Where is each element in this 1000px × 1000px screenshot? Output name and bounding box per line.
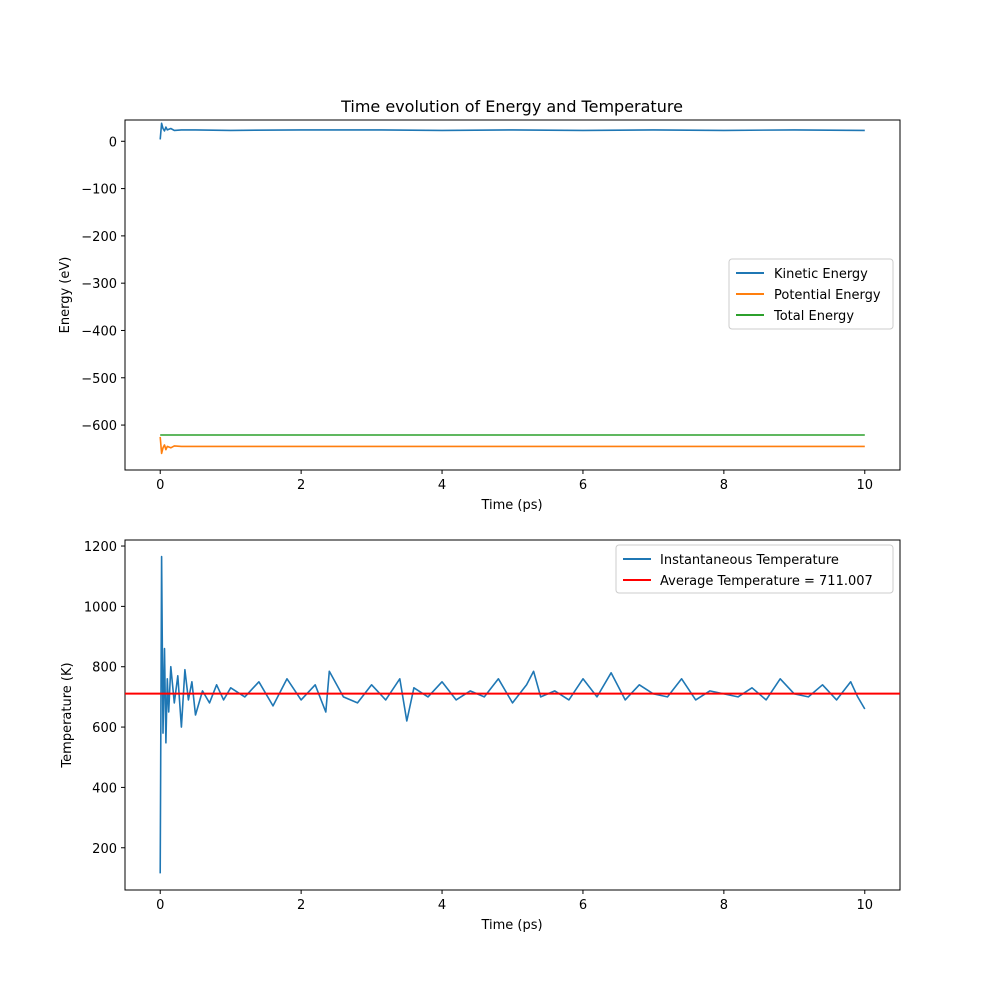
temperature-x-tick-label: 10 [856, 898, 873, 913]
temperature-y-tick-label: 200 [92, 842, 117, 857]
temperature-x-axis-label: Time (ps) [480, 918, 542, 933]
temperature-y-tick-label: 1000 [84, 600, 117, 615]
legend-label-potential: Potential Energy [774, 288, 881, 303]
temperature-y-tick-label: 1200 [84, 540, 117, 555]
temperature-plot-frame [124, 539, 901, 891]
energy-plot-frame [124, 119, 901, 471]
temperature-y-tick-label: 800 [92, 661, 117, 676]
chart-title: Time evolution of Energy and Temperature [340, 97, 683, 116]
temperature-x-tick-label: 0 [156, 898, 164, 913]
energy-x-tick-label: 0 [156, 478, 164, 493]
temperature-legend: Instantaneous Temperature Average Temper… [615, 544, 894, 594]
energy-y-tick-label: −600 [81, 419, 117, 434]
temperature-x-tick-label: 8 [720, 898, 728, 913]
energy-y-tick-label: −200 [81, 230, 117, 245]
legend-label-kinetic: Kinetic Energy [774, 267, 868, 282]
energy-x-tick-label: 4 [438, 478, 446, 493]
temperature-y-tick-label: 400 [92, 781, 117, 796]
energy-x-tick-label: 10 [856, 478, 873, 493]
energy-series-lines [159, 122, 865, 455]
temperature-x-tick-label: 6 [579, 898, 587, 913]
temperature-axis-ticks: 0 2 4 6 8 10 200 400 600 800 1000 1200 [84, 540, 873, 913]
temperature-legend-frame [615, 544, 894, 594]
legend-label-total: Total Energy [773, 309, 854, 324]
temperature-panel: 0 2 4 6 8 10 200 400 600 800 1000 1200 Time (ps) Te… [60, 539, 901, 933]
energy-series-1-line [159, 436, 865, 455]
energy-x-tick-label: 8 [720, 478, 728, 493]
temperature-x-tick-label: 4 [438, 898, 446, 913]
temperature-y-axis-label: Temperature (K) [60, 662, 75, 768]
energy-legend: Kinetic Energy Potential Energy Total En… [728, 258, 894, 330]
energy-x-tick-label: 6 [579, 478, 587, 493]
energy-legend-frame [728, 258, 894, 330]
legend-label-average: Average Temperature = 711.007 [660, 574, 873, 589]
energy-y-axis-label: Energy (eV) [58, 257, 73, 334]
energy-panel: 0 2 4 6 8 10 0 −100 −200 −300 −400 −500 −600 Time (p… [58, 119, 901, 513]
legend-label-instantaneous: Instantaneous Temperature [660, 553, 839, 568]
energy-y-tick-label: −500 [81, 372, 117, 387]
energy-series-0-line [159, 122, 865, 140]
energy-axis-ticks: 0 2 4 6 8 10 0 −100 −200 −300 −400 −500 −600 [81, 135, 873, 493]
energy-y-tick-label: −300 [81, 277, 117, 292]
energy-y-tick-label: −400 [81, 324, 117, 339]
energy-y-tick-label: 0 [109, 135, 117, 150]
energy-x-tick-label: 2 [297, 478, 305, 493]
temperature-series-lines [125, 555, 900, 874]
energy-y-tick-label: −100 [81, 183, 117, 198]
energy-x-axis-label: Time (ps) [480, 498, 542, 513]
temperature-x-tick-label: 2 [297, 898, 305, 913]
temperature-y-tick-label: 600 [92, 721, 117, 736]
